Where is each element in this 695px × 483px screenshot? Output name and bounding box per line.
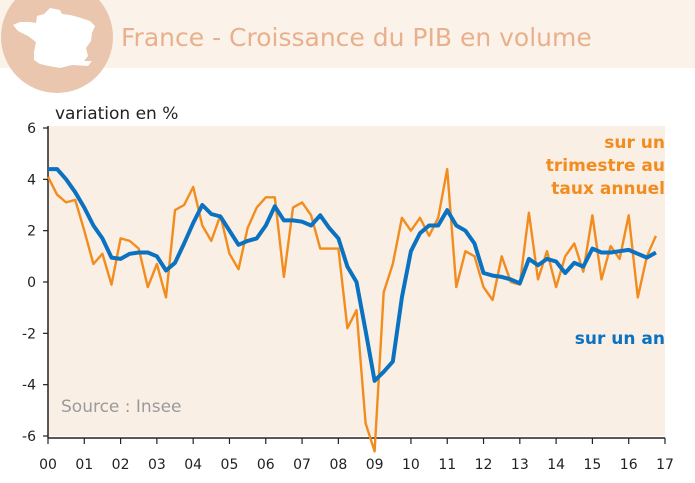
y-tick-label: -4 (22, 378, 36, 394)
y-tick-label: 0 (27, 275, 36, 291)
x-tick-label: 17 (656, 457, 674, 473)
x-tick-label: 09 (366, 457, 384, 473)
header-background (0, 0, 695, 68)
series-line-annual (48, 167, 657, 383)
series-label-annual: sur un an (575, 329, 665, 349)
x-tick-label: 16 (620, 457, 638, 473)
x-tick-label: 15 (583, 457, 601, 473)
y-tick-label: -2 (22, 326, 36, 342)
chart-title: France - Croissance du PIB en volume (121, 23, 592, 52)
y-axis-label: variation en % (55, 104, 178, 124)
series-line-quarterly (46, 167, 657, 453)
x-tick-label: 08 (329, 457, 347, 473)
x-tick-label: 10 (402, 457, 420, 473)
x-tick-label: 06 (257, 457, 275, 473)
x-tick-label: 11 (438, 457, 456, 473)
y-tick-label: 6 (27, 121, 36, 137)
france-map-shape (13, 8, 95, 68)
y-tick-label: -6 (22, 429, 36, 445)
france-map-icon (1, 0, 113, 93)
series-label-quarterly-line-2: trimestre au (546, 156, 665, 176)
x-tick-label: 12 (475, 457, 493, 473)
x-tick-label: 01 (75, 457, 93, 473)
x-ticks: 00 01 02 03 04 05 06 07 08 09 10 11 12 13 14 15 16 17 (39, 438, 674, 473)
x-tick-label: 05 (221, 457, 239, 473)
series-label-quarterly-line-3: taux annuel (551, 179, 665, 199)
source-note: Source : Insee (61, 397, 182, 417)
x-tick-label: 04 (184, 457, 202, 473)
x-tick-label: 03 (148, 457, 166, 473)
x-tick-label: 14 (547, 457, 565, 473)
x-tick-label: 00 (39, 457, 57, 473)
y-tick-label: 2 (27, 224, 36, 240)
x-tick-label: 02 (112, 457, 130, 473)
x-tick-label: 07 (293, 457, 311, 473)
series-label-quarterly: sur un trimestre au taux annuel (546, 133, 665, 199)
y-ticks: 6 4 2 0 -2 -4 -6 (22, 121, 48, 445)
series-label-quarterly-line-1: sur un (604, 133, 665, 153)
x-tick-label: 13 (511, 457, 529, 473)
y-tick-label: 4 (27, 172, 36, 188)
